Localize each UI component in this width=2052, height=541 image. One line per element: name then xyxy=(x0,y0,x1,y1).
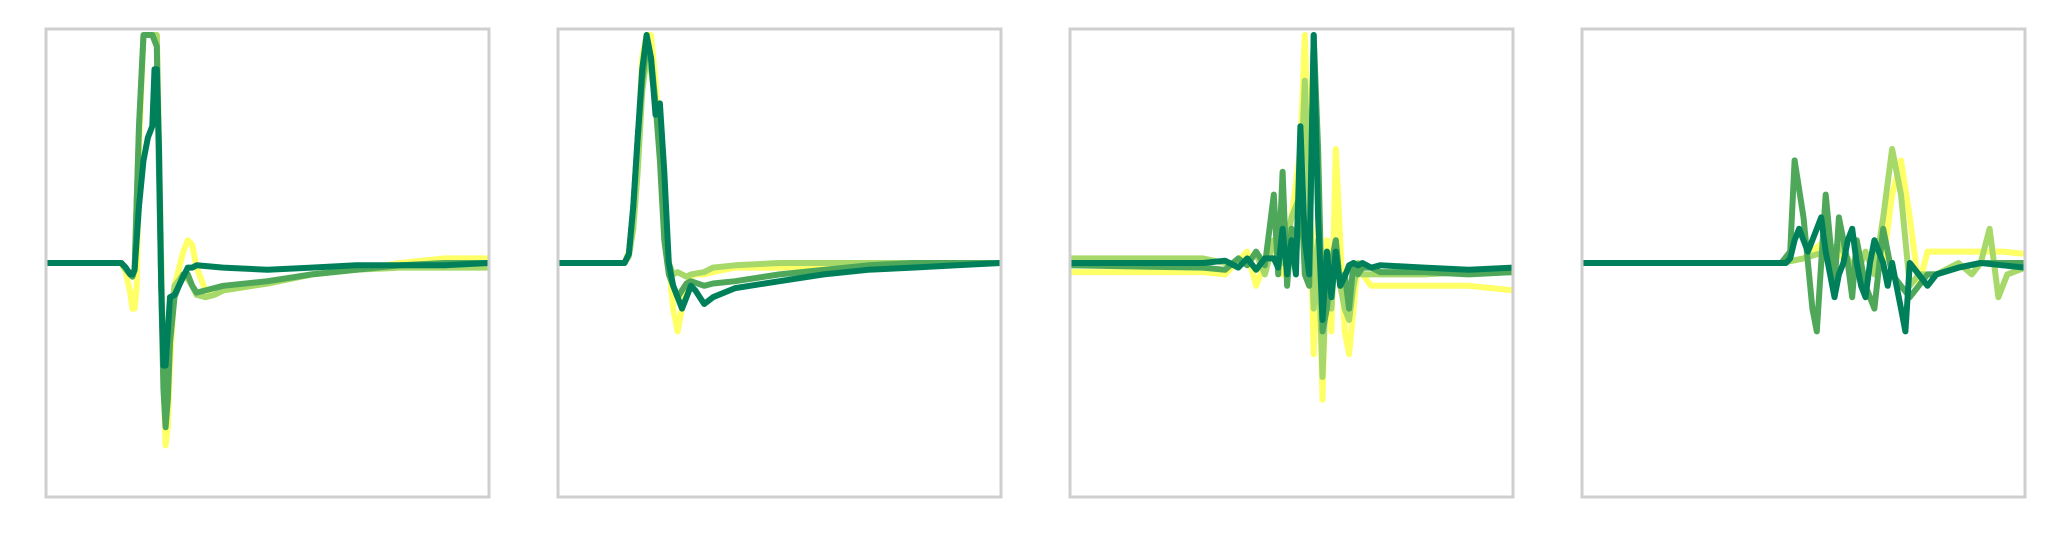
panel-frame xyxy=(556,27,1003,499)
series-line-2 xyxy=(1070,77,1513,380)
panel-frame xyxy=(44,27,491,499)
traces-group xyxy=(558,32,1001,335)
chart-panel-1 xyxy=(44,27,491,499)
traces-group xyxy=(46,32,489,449)
series-line-4 xyxy=(558,32,1001,312)
series-line-2 xyxy=(46,32,489,403)
traces-group xyxy=(1070,32,1513,403)
series-line-4 xyxy=(46,66,489,369)
series-line-4 xyxy=(1582,214,2025,335)
series-line-2 xyxy=(558,54,1001,280)
chart-panel-4 xyxy=(1580,27,2027,499)
series-line-1 xyxy=(1582,157,2025,289)
series-line-3 xyxy=(1582,157,2025,335)
chart-panel-3 xyxy=(1068,27,1515,499)
series-line-3 xyxy=(46,32,489,431)
series-line-4 xyxy=(1070,32,1513,323)
series-line-1 xyxy=(46,32,489,449)
chart-panel-2 xyxy=(556,27,1003,499)
series-line-1 xyxy=(558,32,1001,335)
panel-frame xyxy=(1580,27,2027,499)
traces-group xyxy=(1582,146,2025,335)
panel-frame xyxy=(1068,27,1515,499)
